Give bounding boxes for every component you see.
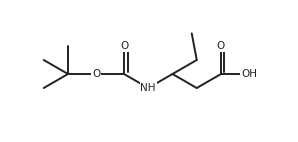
Text: O: O [217,41,225,51]
Text: O: O [92,69,100,79]
Text: O: O [120,41,128,51]
Text: OH: OH [241,69,257,79]
Text: NH: NH [140,83,156,93]
